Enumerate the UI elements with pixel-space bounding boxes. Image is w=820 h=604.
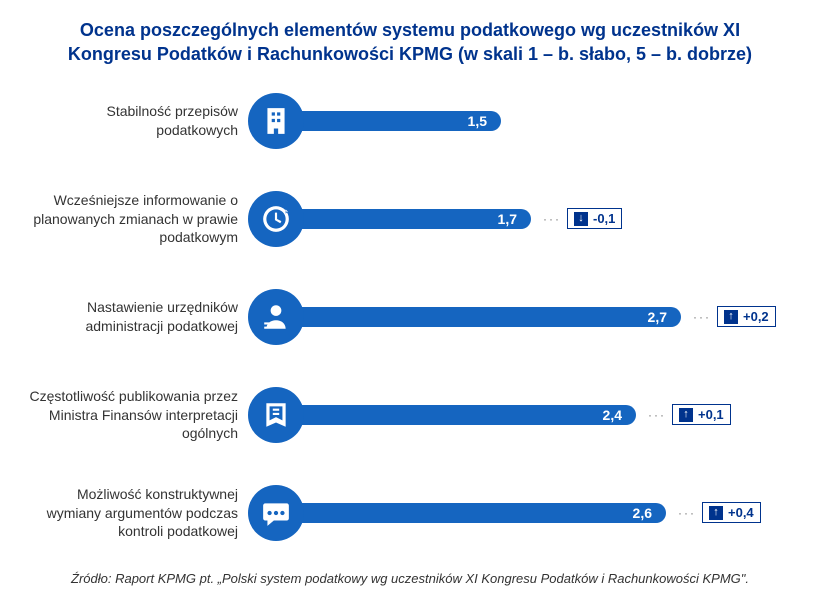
bar-area: 2,4 <box>248 387 636 443</box>
bar-area: 1,5 <box>248 93 501 149</box>
chart-row: Wcześniejsze informowanie o planowanych … <box>24 189 796 249</box>
value-bar: 1,7 <box>276 209 531 229</box>
source-text: Źródło: Raport KPMG pt. „Polski system p… <box>0 571 820 586</box>
bar-value: 2,4 <box>603 407 622 423</box>
row-label: Stabilność przepisów podatkowych <box>24 102 248 138</box>
delta-connector: ··· <box>678 506 696 520</box>
bar-area: 2,7 <box>248 289 681 345</box>
chart-rows: Stabilność przepisów podatkowych 1,5 Wcz… <box>24 91 796 543</box>
chat-icon <box>248 485 304 541</box>
chart-row: Stabilność przepisów podatkowych 1,5 <box>24 91 796 151</box>
arrow-up-icon: ↑ <box>724 310 738 324</box>
bar-value: 2,6 <box>633 505 652 521</box>
delta-value: +0,4 <box>728 505 754 520</box>
delta-badge: ↑ +0,2 <box>717 306 776 327</box>
delta-badge: ↑ +0,1 <box>672 404 731 425</box>
chart-row: Częstotliwość publikowania przez Ministr… <box>24 385 796 445</box>
value-bar: 2,7 <box>276 307 681 327</box>
delta-value: -0,1 <box>593 211 615 226</box>
arrow-down-icon: ↓ <box>574 212 588 226</box>
arrow-up-icon: ↑ <box>679 408 693 422</box>
book-icon <box>248 387 304 443</box>
delta-wrap: ··· ↓ -0,1 <box>543 191 622 247</box>
bar-value: 1,5 <box>468 113 487 129</box>
delta-connector: ··· <box>693 310 711 324</box>
row-label: Wcześniejsze informowanie o planowanych … <box>24 191 248 246</box>
delta-connector: ··· <box>543 212 561 226</box>
delta-badge: ↑ +0,4 <box>702 502 761 523</box>
delta-wrap: ··· ↑ +0,2 <box>693 289 776 345</box>
value-bar: 2,6 <box>276 503 666 523</box>
delta-wrap: ··· ↑ +0,1 <box>648 387 731 443</box>
value-bar: 2,4 <box>276 405 636 425</box>
bar-area: 2,6 <box>248 485 666 541</box>
delta-wrap: ··· ↑ +0,4 <box>678 485 761 541</box>
chart-title: Ocena poszczególnych elementów systemu p… <box>44 18 776 67</box>
delta-value: +0,2 <box>743 309 769 324</box>
delta-value: +0,1 <box>698 407 724 422</box>
row-label: Częstotliwość publikowania przez Ministr… <box>24 387 248 442</box>
row-label: Nastawienie urzędników administracji pod… <box>24 298 248 334</box>
row-label: Możliwość konstruktywnej wymiany argumen… <box>24 485 248 540</box>
delta-badge: ↓ -0,1 <box>567 208 622 229</box>
chart-row: Nastawienie urzędników administracji pod… <box>24 287 796 347</box>
bar-value: 1,7 <box>498 211 517 227</box>
arrow-up-icon: ↑ <box>709 506 723 520</box>
delta-connector: ··· <box>648 408 666 422</box>
chart-row: Możliwość konstruktywnej wymiany argumen… <box>24 483 796 543</box>
person-icon <box>248 289 304 345</box>
bar-area: 1,7 <box>248 191 531 247</box>
building-icon <box>248 93 304 149</box>
clock-icon <box>248 191 304 247</box>
value-bar: 1,5 <box>276 111 501 131</box>
bar-value: 2,7 <box>648 309 667 325</box>
